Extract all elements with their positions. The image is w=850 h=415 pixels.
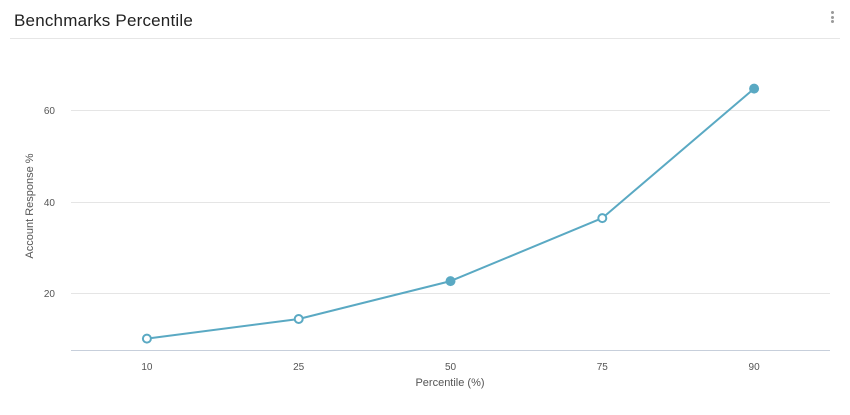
widget-header: Benchmarks Percentile (0, 0, 850, 38)
menu-dot (830, 20, 834, 23)
x-tick-label: 10 (141, 362, 153, 373)
labels: 20 40 60 10 25 50 75 90 (44, 106, 760, 373)
y-tick-label: 40 (44, 198, 56, 209)
data-point (141, 333, 152, 344)
x-tick-label: 50 (445, 362, 457, 373)
series-line (146, 87, 755, 340)
data-point (293, 314, 304, 324)
data-point (445, 276, 456, 287)
grid-lines (71, 110, 830, 294)
y-tick-label: 60 (44, 106, 56, 117)
x-tick-label: 25 (293, 362, 305, 373)
menu-dot (830, 11, 834, 14)
widget-title: Benchmarks Percentile (14, 11, 193, 30)
data-point (749, 83, 760, 94)
more-vertical-icon[interactable] (826, 9, 838, 25)
x-tick-label: 90 (749, 362, 761, 373)
header-divider (10, 38, 840, 39)
y-tick-label: 20 (44, 289, 56, 300)
data-point (597, 213, 608, 224)
series (141, 83, 760, 344)
x-axis-title: Percentile (%) (415, 377, 484, 389)
y-axis-title: Account Response % (24, 153, 36, 258)
x-tick-label: 75 (597, 362, 609, 373)
menu-dot (830, 15, 834, 19)
